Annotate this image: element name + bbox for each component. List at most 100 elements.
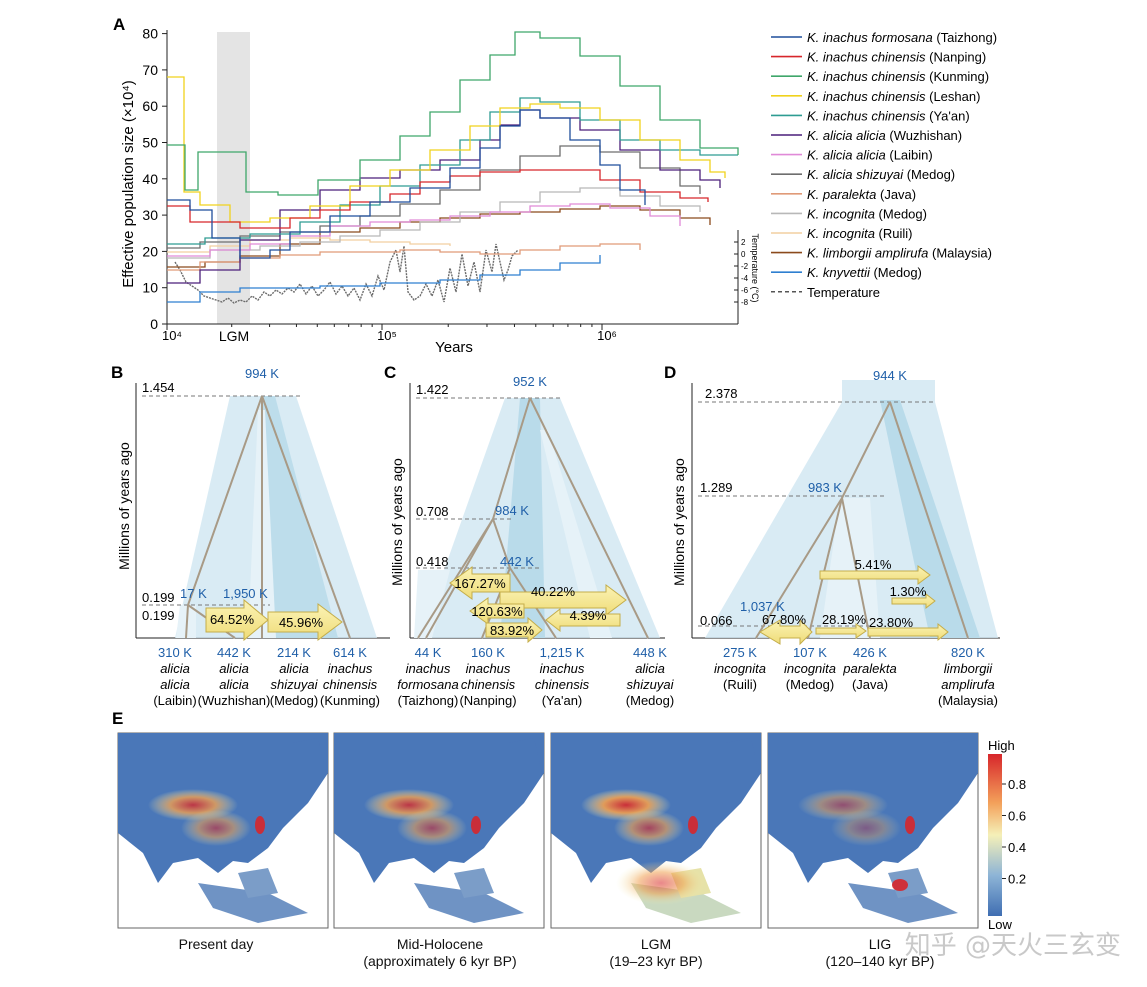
c-root-ne: 952 K	[513, 374, 547, 389]
legend-item: K. inachus chinensis (Kunming)	[771, 69, 989, 84]
niche-map	[767, 732, 979, 929]
d-migration-arrow-3: 67.80%	[759, 612, 813, 646]
d-inner-shape	[820, 498, 880, 638]
niche-maps	[117, 732, 979, 929]
map-caption-period: (19–23 kyr BP)	[609, 953, 703, 969]
svg-text:(Medog): (Medog)	[270, 693, 318, 708]
panel-e: E High Low 0.8 0.6 0.4 0.2	[112, 709, 1026, 932]
lgm-label: LGM	[219, 328, 249, 344]
d-root-ne: 944 K	[873, 368, 907, 383]
svg-text:paralekta: paralekta	[842, 661, 896, 676]
niche-map	[333, 732, 545, 929]
svg-text:(Kunming): (Kunming)	[320, 693, 380, 708]
svg-text:alicia: alicia	[219, 661, 249, 676]
c-ne2: 442 K	[500, 554, 534, 569]
svg-text:shizuyai: shizuyai	[271, 677, 319, 692]
panel-d-axis-label: Millions of years ago	[671, 458, 687, 586]
c-t1: 0.708	[416, 504, 449, 519]
y-axis-label: Effective population size (×10⁴)	[120, 80, 137, 288]
svg-text:K. incognita (Ruili): K. incognita (Ruili)	[807, 226, 913, 241]
temp-tick-label: -4	[741, 274, 749, 283]
b-migration-arrow-1: 64.52%	[205, 598, 269, 642]
svg-text:83.92%: 83.92%	[490, 623, 535, 638]
svg-text:formosana: formosana	[397, 677, 458, 692]
panel-a-letter: A	[113, 15, 125, 34]
panel-b: B Millions of years ago 1.454 994 K 0.19…	[111, 363, 390, 708]
y-tick-label: 70	[142, 62, 158, 78]
svg-text:310 K: 310 K	[158, 645, 192, 660]
legend-item: K. incognita (Medog)	[771, 206, 927, 221]
svg-text:(Ya'an): (Ya'an)	[542, 693, 583, 708]
d-t1: 1.289	[700, 480, 733, 495]
temp-ticks: 2 0 -2 -4 -6 -8	[734, 238, 749, 307]
map-caption-period: (120–140 kyr BP)	[825, 953, 935, 969]
temperature-series	[174, 243, 519, 304]
c-t2: 0.418	[416, 554, 449, 569]
svg-text:K. incognita (Medog): K. incognita (Medog)	[807, 206, 927, 221]
svg-text:alicia: alicia	[635, 661, 665, 676]
legend-item: K. alicia shizuyai (Medog)	[771, 167, 955, 182]
y-tick-label: 0	[150, 316, 158, 332]
svg-text:426 K: 426 K	[853, 645, 887, 660]
svg-text:28.19%: 28.19%	[822, 612, 867, 627]
svg-text:120.63%: 120.63%	[471, 604, 523, 619]
temp-tick-label: 0	[741, 250, 746, 259]
suitability-scale	[988, 754, 1002, 916]
c-migration-arrow-3: 120.63%	[469, 597, 525, 625]
c-formosana-shape	[414, 570, 450, 638]
map-caption: LIG (120–140 kyr BP)	[780, 936, 980, 970]
y-tick-label: 30	[142, 207, 158, 223]
map-caption-title: LIG	[868, 936, 892, 952]
y-tick-label: 40	[142, 171, 158, 187]
series-knyvettii	[167, 255, 601, 303]
c-migration-arrow-4: 4.39%	[545, 607, 621, 633]
b-ne-17: 17 K	[180, 586, 207, 601]
c-migration-arrow-1: 167.27%	[449, 566, 511, 600]
svg-text:alicia: alicia	[160, 661, 190, 676]
b-root-ne: 994 K	[245, 366, 279, 381]
panel-d: D Millions of years ago 2.378 944 K 1.28…	[664, 363, 1000, 708]
scale-low-label: Low	[988, 917, 1012, 932]
panel-b-axis-label: Millions of years ago	[116, 442, 132, 570]
svg-text:K. inachus chinensis (Kunming): K. inachus chinensis (Kunming)	[807, 69, 989, 84]
svg-text:K. paralekta (Java): K. paralekta (Java)	[807, 187, 916, 202]
svg-text:K. alicia shizuyai (Medog): K. alicia shizuyai (Medog)	[807, 167, 955, 182]
svg-text:(Medog): (Medog)	[626, 693, 674, 708]
series-yaan	[167, 97, 738, 245]
svg-text:1,215 K: 1,215 K	[540, 645, 585, 660]
x-ticks: 10⁴ 10⁵ 10⁶	[162, 324, 617, 343]
svg-text:incognita: incognita	[784, 661, 836, 676]
psmc-curves	[167, 31, 739, 303]
svg-text:44 K: 44 K	[415, 645, 442, 660]
svg-text:K. knyvettii (Medog): K. knyvettii (Medog)	[807, 265, 922, 280]
d-ne2: 1,037 K	[740, 599, 785, 614]
svg-text:shizuyai: shizuyai	[627, 677, 675, 692]
d-ne1: 983 K	[808, 480, 842, 495]
c-migration-arrow-2: 40.22%	[499, 584, 627, 616]
svg-text:(Nanping): (Nanping)	[459, 693, 516, 708]
legend-item: K. inachus chinensis (Ya'an)	[771, 108, 970, 123]
panel-d-letter: D	[664, 363, 676, 382]
svg-text:K. inachus chinensis (Ya'an): K. inachus chinensis (Ya'an)	[807, 108, 970, 123]
svg-text:inachus: inachus	[328, 661, 373, 676]
svg-text:K. limborgii amplirufa (Malays: K. limborgii amplirufa (Malaysia)	[807, 246, 992, 261]
d-migration-arrow-4: 28.19%	[815, 612, 867, 639]
svg-text:(Java): (Java)	[852, 677, 888, 692]
map-caption-period: (approximately 6 kyr BP)	[363, 953, 517, 969]
svg-text:(Medog): (Medog)	[786, 677, 834, 692]
scale-tick-label: 0.2	[1008, 872, 1026, 887]
legend-item: K. knyvettii (Medog)	[771, 265, 922, 280]
svg-text:limborgii: limborgii	[944, 661, 994, 676]
svg-text:(Ruili): (Ruili)	[723, 677, 757, 692]
map-caption: LGM (19–23 kyr BP)	[556, 936, 756, 970]
panel-c: C Millions of years ago 1.422 952 K 0.70…	[384, 363, 675, 708]
y-tick-label: 20	[142, 243, 158, 259]
